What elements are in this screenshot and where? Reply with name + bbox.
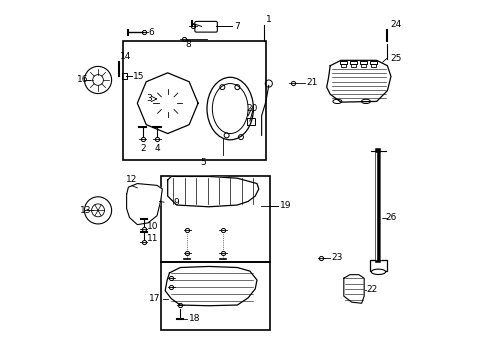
Bar [350, 64, 355, 67]
Text: 3: 3 [145, 94, 151, 103]
Text: 1: 1 [265, 14, 271, 23]
Polygon shape [343, 275, 364, 303]
Text: 5: 5 [200, 158, 206, 167]
Text: 6: 6 [148, 28, 154, 37]
Polygon shape [167, 176, 258, 207]
Text: 8: 8 [185, 40, 191, 49]
Bar [349, 61, 356, 64]
Text: 22: 22 [365, 285, 376, 294]
Polygon shape [126, 184, 162, 225]
Bar [370, 64, 375, 67]
Text: 20: 20 [246, 104, 258, 113]
Bar [360, 61, 366, 64]
Text: 24: 24 [389, 20, 401, 29]
Text: 4: 4 [154, 144, 160, 153]
Polygon shape [165, 266, 257, 306]
Bar [369, 61, 376, 64]
Bar [247, 118, 254, 125]
Text: 2: 2 [140, 144, 145, 153]
Bar [360, 64, 365, 67]
Text: 12: 12 [126, 175, 138, 184]
Text: 7: 7 [233, 22, 239, 31]
Bar [160, 176, 269, 262]
Text: 19: 19 [280, 201, 291, 210]
Bar [369, 260, 386, 271]
Text: 18: 18 [189, 314, 200, 323]
Text: 15: 15 [133, 72, 144, 81]
Ellipse shape [370, 269, 385, 274]
Text: 11: 11 [147, 234, 159, 243]
Bar [122, 73, 126, 79]
Text: 25: 25 [389, 54, 401, 63]
Bar [123, 41, 265, 160]
Bar [340, 61, 346, 64]
Polygon shape [326, 60, 390, 102]
Bar [340, 64, 345, 67]
Text: 26: 26 [385, 213, 396, 222]
Bar [160, 262, 269, 330]
Text: 13: 13 [80, 206, 91, 215]
Text: 14: 14 [120, 53, 131, 62]
Text: 10: 10 [147, 222, 159, 231]
Text: 23: 23 [331, 253, 343, 262]
Text: 9: 9 [173, 198, 179, 207]
Text: 21: 21 [305, 78, 317, 87]
Text: 17: 17 [149, 294, 161, 303]
Polygon shape [137, 73, 198, 134]
Text: 16: 16 [77, 76, 88, 85]
